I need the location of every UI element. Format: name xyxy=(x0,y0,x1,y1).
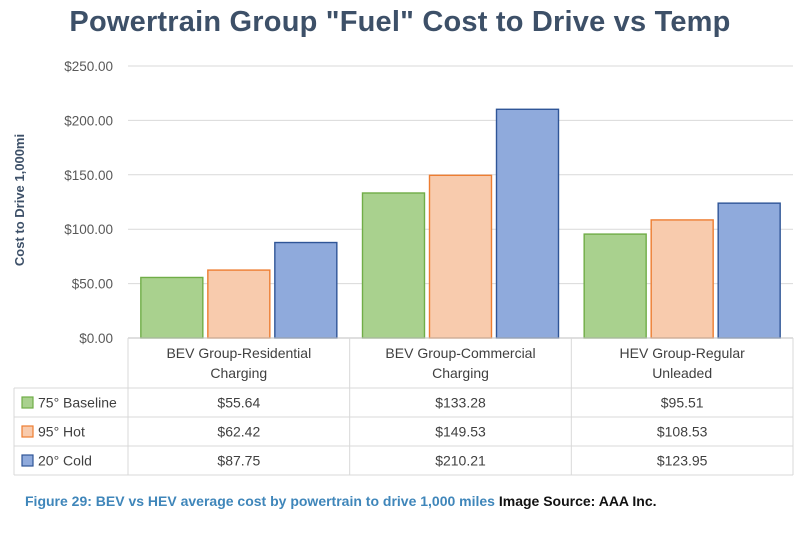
y-axis-label: Cost to Drive 1,000mi xyxy=(12,134,27,266)
data-label: $62.42 xyxy=(217,424,260,440)
data-label: $133.28 xyxy=(435,395,486,411)
data-label: $87.75 xyxy=(217,453,260,469)
bar-2-3 xyxy=(650,219,714,339)
bar-2-2 xyxy=(428,174,493,339)
data-label: $210.21 xyxy=(435,453,486,469)
data-label: $149.53 xyxy=(435,424,486,440)
y-tick-label: $100.00 xyxy=(64,222,113,237)
bar-1-2 xyxy=(361,192,426,339)
caption-source-text: Image Source: AAA Inc. xyxy=(498,493,657,509)
caption-figure-text: Figure 29: BEV vs HEV average cost by po… xyxy=(25,493,495,509)
y-tick-label: $200.00 xyxy=(64,113,113,128)
category-label: Charging xyxy=(210,365,267,381)
data-label: $108.53 xyxy=(657,424,708,440)
y-axis-ticks: $0.00 $50.00 $100.00 $150.00 $200.00 $250.00 xyxy=(64,59,113,346)
figure-caption: Figure 29: BEV vs HEV average cost by po… xyxy=(25,493,657,509)
category-label: Charging xyxy=(432,365,489,381)
data-label: $55.64 xyxy=(217,395,260,411)
bar-3-2 xyxy=(495,108,560,339)
bars xyxy=(140,108,781,339)
legend-swatch-2 xyxy=(21,425,34,438)
bar-2-1 xyxy=(207,269,271,339)
legend-swatch-3 xyxy=(21,454,34,467)
legend-swatch-1 xyxy=(21,396,34,409)
data-table: BEV Group-Residential Charging BEV Group-C… xyxy=(13,337,794,476)
y-tick-label: $150.00 xyxy=(64,168,113,183)
chart-title: Powertrain Group "Fuel" Cost to Drive vs… xyxy=(69,6,731,38)
category-label: BEV Group-Commercial xyxy=(385,345,535,361)
legend-label: 75° Baseline xyxy=(38,395,117,411)
y-tick-label: $250.00 xyxy=(64,59,113,74)
bar-3-1 xyxy=(274,241,338,339)
legend-label: 95° Hot xyxy=(38,424,85,440)
bar-1-1 xyxy=(140,276,204,339)
y-tick-label: $50.00 xyxy=(72,277,113,292)
category-label: BEV Group-Residential xyxy=(166,345,311,361)
legend-label: 20° Cold xyxy=(38,453,92,469)
data-label: $95.51 xyxy=(661,395,704,411)
category-label: Unleaded xyxy=(652,365,712,381)
data-label: $123.95 xyxy=(657,453,708,469)
bar-3-3 xyxy=(717,202,781,339)
bar-1-3 xyxy=(583,233,647,339)
category-label: HEV Group-Regular xyxy=(620,345,746,361)
y-tick-label: $0.00 xyxy=(79,331,113,346)
